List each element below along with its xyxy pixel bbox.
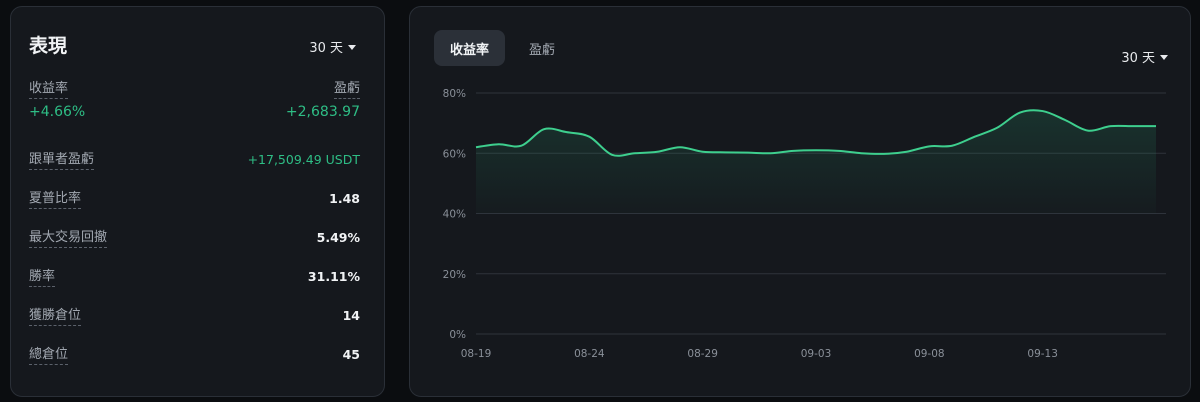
x-tick-label: 09-03 bbox=[801, 348, 832, 360]
y-tick-label: 60% bbox=[443, 148, 466, 160]
stat-label: 夏普比率 bbox=[29, 187, 82, 209]
chart-tabs: 收益率 盈虧 bbox=[434, 30, 571, 66]
roi-chart: 0% 20% 40% 60% 80% 08-19 08-24 08-29 09-03 09-08 0… bbox=[443, 88, 1166, 360]
caret-down-icon bbox=[1160, 55, 1168, 60]
tab-pnl[interactable]: 盈虧 bbox=[529, 42, 556, 58]
pnl-label: 盈虧 bbox=[333, 77, 360, 99]
stat-value: +17,509.49 USDT bbox=[247, 151, 360, 167]
chart-period-dropdown[interactable]: 30 天 bbox=[1121, 47, 1168, 66]
stat-label: 跟單者盈虧 bbox=[29, 148, 95, 170]
period-dropdown[interactable]: 30 天 bbox=[309, 37, 356, 56]
y-tick-label: 20% bbox=[443, 269, 466, 281]
x-tick-label: 08-29 bbox=[687, 348, 718, 360]
x-tick-label: 09-08 bbox=[914, 348, 945, 360]
chart-period-label: 30 天 bbox=[1121, 51, 1155, 66]
roi-value: +4.66% bbox=[29, 104, 86, 120]
roi-label: 收益率 bbox=[29, 77, 69, 99]
pnl-value: +2,683.97 bbox=[285, 104, 360, 120]
stat-value: 5.49% bbox=[316, 229, 360, 245]
roi-area-fill bbox=[476, 110, 1156, 214]
stat-row-copier-pnl: 跟單者盈虧 +17,509.49 USDT bbox=[29, 148, 360, 170]
performance-title: 表現 bbox=[29, 35, 68, 57]
stat-value: 1.48 bbox=[329, 190, 360, 206]
x-tick-label: 09-13 bbox=[1027, 348, 1058, 360]
performance-card: 表現 30 天 收益率 盈虧 +4.66% +2,683.97 跟單者盈虧 +1… bbox=[10, 6, 385, 397]
tab-roi[interactable]: 收益率 bbox=[434, 30, 506, 66]
stat-row-sharpe: 夏普比率 1.48 bbox=[29, 187, 360, 209]
y-tick-label: 0% bbox=[449, 329, 466, 341]
caret-down-icon bbox=[348, 45, 356, 50]
stat-row-win-rate: 勝率 31.11% bbox=[29, 265, 360, 287]
x-tick-label: 08-24 bbox=[574, 348, 605, 360]
stat-label: 最大交易回撤 bbox=[29, 226, 108, 248]
stat-value: 31.11% bbox=[307, 268, 360, 284]
x-tick-label: 08-19 bbox=[461, 348, 492, 360]
stat-row-winning-positions: 獲勝倉位 14 bbox=[29, 304, 360, 326]
stat-label: 總倉位 bbox=[29, 343, 69, 365]
roi-series-line bbox=[475, 109, 1156, 157]
y-tick-label: 80% bbox=[443, 88, 466, 100]
chart-card: 收益率 盈虧 30 天 0% 20% 40% 60% 80% 08-19 08-24 08-2… bbox=[409, 6, 1191, 397]
stat-value: 45 bbox=[342, 346, 360, 362]
stat-label: 獲勝倉位 bbox=[29, 304, 82, 326]
stat-row-max-drawdown: 最大交易回撤 5.49% bbox=[29, 226, 360, 248]
period-dropdown-label: 30 天 bbox=[309, 41, 343, 56]
stat-label: 勝率 bbox=[29, 265, 56, 287]
stat-row-total-positions: 總倉位 45 bbox=[29, 343, 360, 365]
stat-value: 14 bbox=[342, 307, 360, 323]
y-tick-label: 40% bbox=[443, 209, 466, 221]
